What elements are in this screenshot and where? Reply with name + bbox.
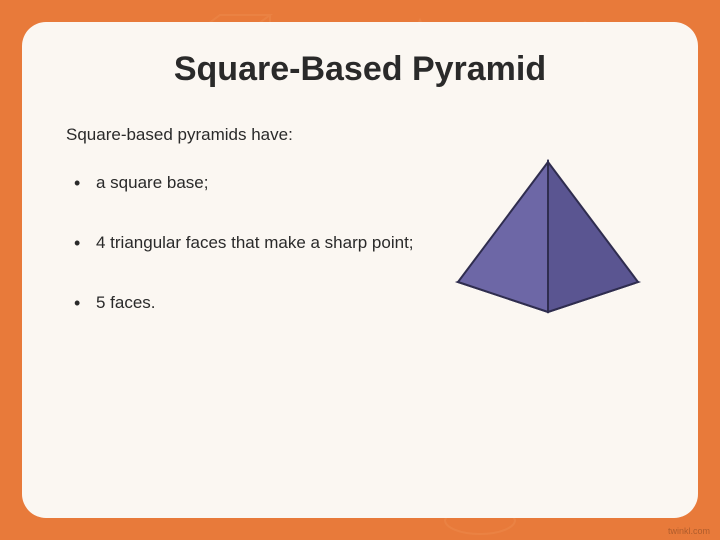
intro-text: Square-based pyramids have: (66, 125, 654, 145)
pyramid-face-right (548, 162, 638, 312)
pyramid-illustration (438, 152, 658, 372)
pyramid-face-left (458, 162, 548, 312)
watermark: twinkl.com (668, 526, 710, 536)
page-title: Square-Based Pyramid (66, 50, 654, 89)
slide-card: Square-Based Pyramid Square-based pyrami… (22, 22, 698, 518)
